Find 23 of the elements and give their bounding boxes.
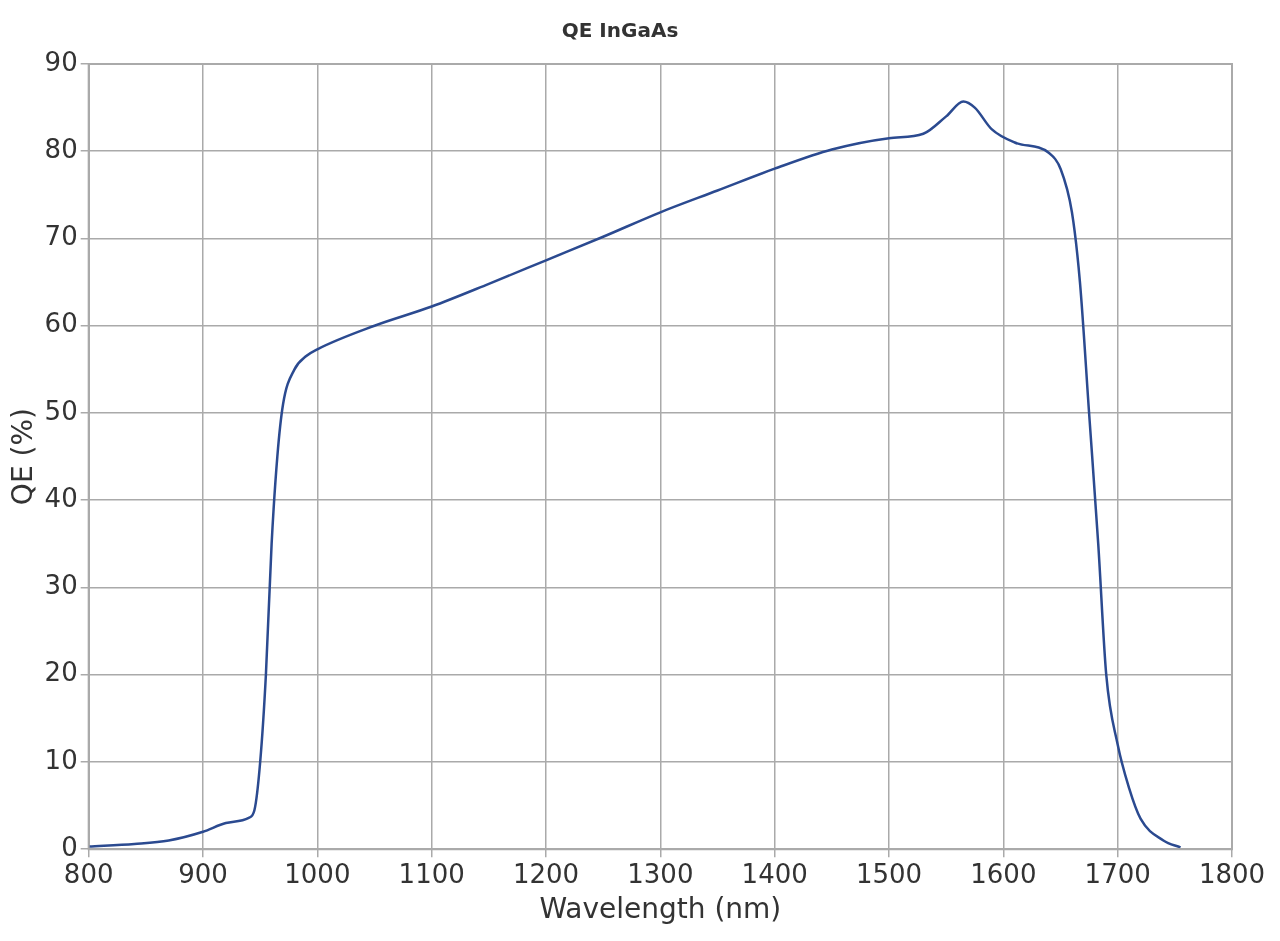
x-tick-label: 1100	[398, 858, 465, 889]
x-axis-title: Wavelength (nm)	[539, 892, 782, 926]
y-tick-label: 20	[44, 657, 78, 688]
y-tick-label: 30	[44, 570, 78, 601]
x-tick-label: 1500	[855, 858, 923, 889]
y-tick-label: 10	[44, 744, 78, 775]
y-tick-label: 60	[44, 308, 78, 339]
y-tick-label: 70	[44, 221, 78, 252]
x-tick-label: 1700	[1084, 858, 1151, 889]
y-tick-label: 40	[44, 482, 78, 513]
x-tick-label: 1400	[741, 858, 808, 889]
y-tick-label: 80	[44, 133, 78, 164]
x-tick-label: 900	[178, 858, 228, 889]
y-tick-label: 50	[44, 395, 78, 426]
x-tick-label: 1200	[512, 858, 580, 889]
line-series	[88, 100, 1182, 849]
x-tick-label: 1600	[970, 858, 1037, 889]
chart-title: QE InGaAs	[561, 18, 679, 43]
x-tick-label: 1300	[627, 858, 694, 889]
y-axis-title: QE (%)	[6, 408, 40, 506]
x-tick-label: 1000	[284, 858, 351, 889]
y-tick-label: 90	[44, 46, 78, 77]
x-tick-label: 1800	[1198, 858, 1266, 889]
